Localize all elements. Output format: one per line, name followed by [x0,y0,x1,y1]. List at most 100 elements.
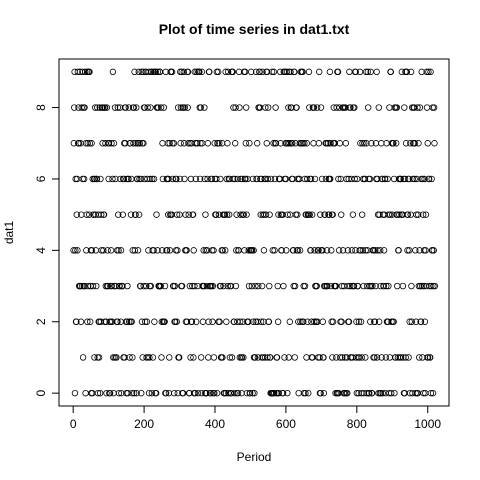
data-point [327,282,335,290]
data-point [132,211,139,218]
data-point [283,247,290,254]
data-point [398,68,406,76]
data-point [289,140,296,147]
data-point [146,354,153,361]
data-point [211,140,218,147]
data-point [271,175,279,183]
data-point [117,175,124,183]
data-point [418,68,425,76]
data-point [313,104,321,111]
data-point [413,211,420,218]
data-point [276,175,284,183]
data-point [80,175,88,183]
data-point [407,68,415,76]
data-point [357,140,364,147]
data-point [183,247,190,254]
data-point [191,68,198,76]
data-point [251,354,259,361]
data-point [242,175,249,183]
data-point [213,175,220,183]
data-point [198,389,205,397]
data-point [272,140,280,147]
data-point [75,140,83,147]
data-point [73,318,80,325]
data-point [178,282,186,290]
data-point [176,211,183,218]
data-point [279,389,287,397]
data-point [284,211,291,218]
data-point [297,318,304,325]
data-point [416,104,424,111]
data-point [112,175,119,183]
data-point [313,282,320,290]
data-point [264,104,272,111]
data-point [205,318,212,325]
data-point [148,68,155,76]
data-point [206,68,213,76]
data-point [203,282,211,290]
data-point [283,68,291,76]
data-point [128,389,136,397]
data-point [406,318,413,325]
data-point [266,282,273,290]
data-point [299,68,306,76]
data-point [263,140,270,147]
data-point [229,68,236,76]
data-point [296,247,304,254]
data-point [83,211,90,218]
y-tick-label: 2 [34,318,48,325]
data-point [383,282,390,290]
data-point [176,175,184,183]
data-point [147,104,154,111]
data-point [189,211,197,218]
data-point [181,175,188,183]
data-point [363,140,370,147]
data-point [344,389,351,397]
y-tick-label: 6 [34,175,48,182]
data-point [391,389,398,397]
data-point [310,104,318,111]
data-point [177,140,184,147]
data-point [133,389,140,397]
data-point [317,211,324,218]
data-point [188,318,196,325]
data-point [252,282,259,290]
data-point [204,140,212,147]
data-point [390,175,398,183]
data-point [333,354,340,361]
data-point [322,175,330,183]
data-point [382,354,390,361]
data-point [339,247,347,254]
data-point [273,354,281,361]
data-point [84,282,92,290]
x-tick-label: 200 [134,417,154,431]
data-point [216,140,223,147]
data-point [326,68,334,76]
data-point [294,211,301,218]
data-point [286,140,293,147]
data-point [157,282,164,290]
data-point [345,175,352,183]
data-point [371,318,379,325]
data-point [421,318,429,325]
data-point [248,282,256,290]
data-point [358,354,365,361]
data-point [372,282,379,290]
data-point [359,140,366,147]
data-point [264,354,271,361]
data-point [307,247,314,254]
data-point [279,211,286,218]
data-point [200,247,207,254]
data-point [257,318,265,325]
data-point [356,68,364,76]
data-point [329,354,336,361]
data-point [255,282,262,290]
data-point [198,68,206,76]
data-point [182,211,189,218]
data-point [286,318,294,325]
data-point [127,211,135,218]
data-point [75,104,82,111]
data-point [227,282,235,290]
data-point [95,354,103,361]
